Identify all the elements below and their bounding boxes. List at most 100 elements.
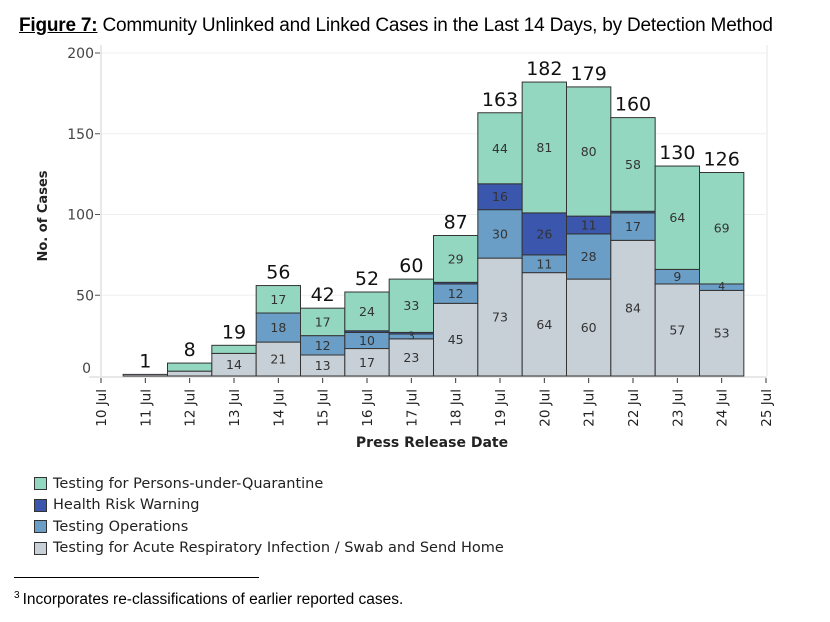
segment-label: 28 [581,249,597,264]
bar-stack [699,172,745,377]
footnote-marker: 3 [14,590,20,601]
bar-segment [566,278,612,377]
x-tick-label: 21 Jul [582,389,598,427]
total-label: 163 [482,89,518,111]
x-tick-label: 14 Jul [271,389,287,427]
figure-title: Figure 7: Community Unlinked and Linked … [19,15,773,37]
total-label: 182 [526,58,562,80]
segment-label: 10 [359,333,375,348]
segment-label: 81 [536,140,552,155]
bar-stack [167,362,213,377]
total-label: 8 [184,339,196,361]
bar-segment [654,283,701,377]
legend-swatch-testing-operations [34,520,47,534]
bar-segment [521,212,568,256]
x-tick-label: 11 Jul [138,389,154,427]
segment-label: 11 [581,217,597,232]
segment-label: 17 [315,314,331,329]
segment-label: 12 [315,338,331,353]
footnote-divider [14,577,259,578]
segment-label: 29 [448,251,464,266]
y-tick-label: 0 [82,361,91,377]
total-label: 87 [444,211,468,233]
figure-title-text: Community Unlinked and Linked Cases in t… [97,15,773,36]
bar-stack [654,165,701,377]
bar-stack [122,373,168,377]
y-tick-label: 200 [67,46,94,62]
legend: Testing for Persons-under-Quarantine Hea… [34,473,504,559]
segment-label: 60 [581,320,597,335]
bars [122,81,745,377]
total-label: 126 [704,149,740,171]
segment-label: 44 [492,141,508,156]
segment-label: 57 [669,322,685,337]
segment-label: 64 [536,317,552,332]
y-tick-label: 150 [67,127,94,143]
total-label: 1 [139,350,151,372]
x-tick-label: 13 Jul [227,389,243,427]
x-tick-label: 15 Jul [316,389,332,427]
bar-segment [610,117,656,212]
bar-segment [255,285,301,314]
legend-swatch-acute-respiratory [34,541,47,555]
stacked-bar-chart: 0 50 100 150 200 10 Jul 11 Jul 12 Jul 13 Jul 14 J… [36,45,775,451]
segment-label: 17 [625,219,641,234]
bar-stack [610,117,656,377]
segment-label: 84 [625,301,641,316]
x-tick-label: 22 Jul [626,389,642,427]
x-tick-label: 16 Jul [360,389,376,427]
segment-label: 17 [270,292,286,307]
segment-label: 30 [492,226,508,241]
segment-label: 13 [315,358,331,373]
x-axis-title: Press Release Date [356,435,508,451]
total-label: 179 [571,63,607,85]
segment-label: 18 [270,320,286,335]
total-label: 130 [659,142,695,164]
bar-segment [167,362,213,372]
x-tick-label: 19 Jul [493,389,509,427]
bar-segment [477,257,523,377]
bar-segment [566,86,612,217]
bar-stack [388,278,434,377]
total-label: 42 [311,284,335,306]
footnote-text: Incorporates re-classifications of earli… [22,591,404,608]
x-tick-label: 17 Jul [404,389,420,427]
bar-segment [388,278,434,333]
bar-stack [433,234,479,377]
legend-label: Testing Operations [53,518,189,535]
bar-segment [477,183,523,211]
x-tick-label: 18 Jul [449,389,465,427]
legend-item: Testing Operations [34,516,504,538]
segment-label: 17 [359,355,375,370]
segment-label: 73 [492,310,508,325]
segment-label: 69 [714,221,730,236]
y-axis-title: No. of Cases [36,170,51,261]
bar-stack [255,285,301,377]
legend-item: Health Risk Warning [34,495,504,517]
bar-segment [566,233,612,280]
bar-segment [521,272,568,377]
bar-segment [699,172,745,285]
y-tick-label: 100 [67,208,94,224]
segment-label: 12 [448,286,464,301]
segment-label: 3 [408,329,415,342]
segment-label: 64 [669,210,685,225]
bar-stack [566,86,612,377]
data-labels: 1814192118175613121742171024522333360451… [139,58,740,373]
legend-swatch-quarantine [34,477,47,491]
x-tick-label: 25 Jul [759,389,775,427]
bar-segment [610,239,656,377]
bar-segment [433,234,479,283]
y-tick-label: 50 [76,288,94,304]
total-label: 19 [222,321,246,343]
segment-label: 26 [536,226,552,241]
segment-label: 23 [403,350,419,365]
bar-segment [433,302,479,377]
segment-label: 80 [581,144,597,159]
footnote: 3 Incorporates re-classifications of earl… [14,590,403,609]
segment-label: 11 [536,256,552,271]
total-label: 160 [615,94,651,116]
segment-label: 24 [359,304,375,319]
bar-stack [477,112,523,377]
bar-segment [300,307,346,337]
